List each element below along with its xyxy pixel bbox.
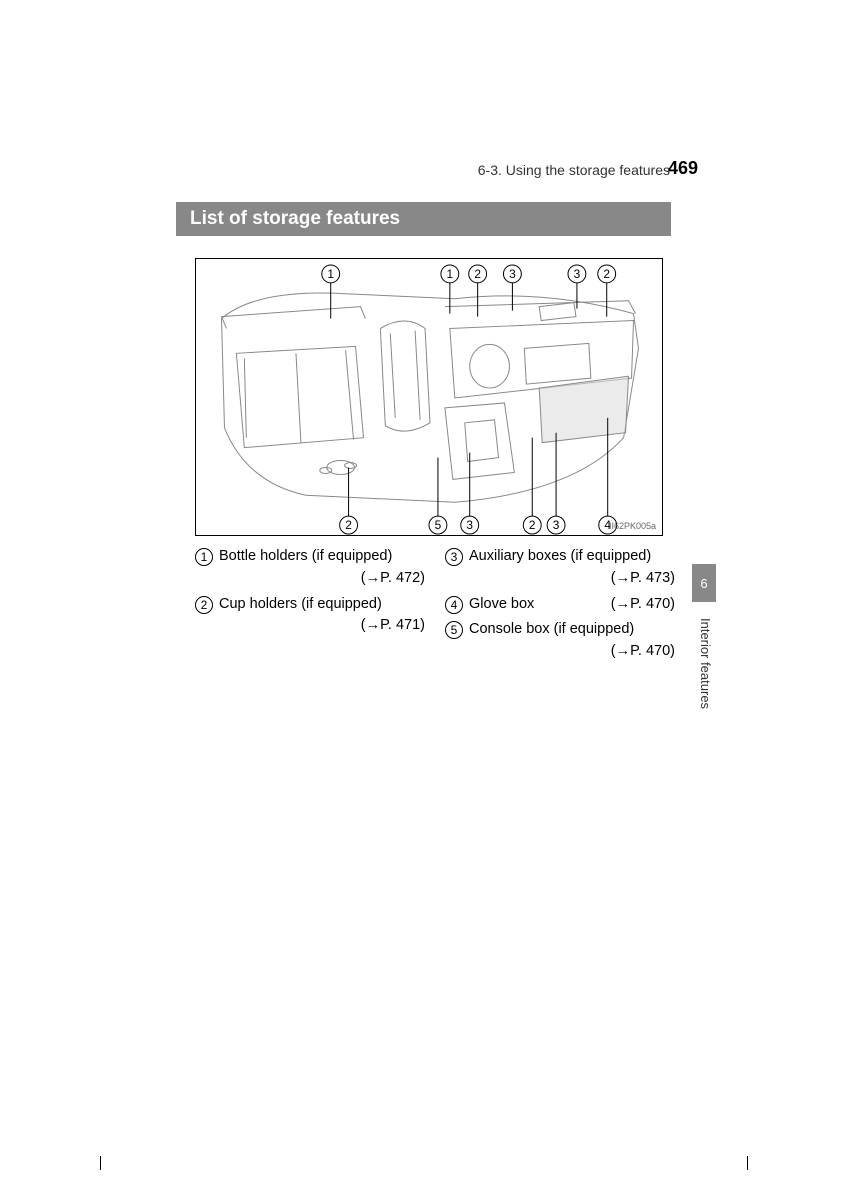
legend-item: 1 Bottle holders (if equipped)(→P. 472) [195,546,425,590]
legend-label: Auxiliary boxes (if equipped) [469,546,675,568]
svg-text:1: 1 [447,267,454,281]
legend-number-icon: 1 [195,548,213,566]
diagram-svg: 112332 253234 [196,259,662,535]
section-header: 6-3. Using the storage features [170,162,670,178]
manual-page: 6-3. Using the storage features 469 List… [0,0,848,1200]
page-number: 469 [668,158,698,179]
svg-text:3: 3 [509,267,516,281]
legend: 1Bottle holders (if equipped)(→P. 472)2C… [195,546,675,667]
page-title: List of storage features [176,202,671,236]
svg-text:3: 3 [574,267,581,281]
svg-text:2: 2 [345,518,352,532]
legend-label: Console box (if equipped) [469,619,675,641]
legend-number-icon: 3 [445,548,463,566]
svg-text:2: 2 [529,518,536,532]
svg-text:2: 2 [603,267,610,281]
svg-text:3: 3 [553,518,560,532]
crop-mark-icon [747,1156,748,1170]
legend-label: Cup holders (if equipped) [219,594,425,616]
diagram-image-id: II62PK005a [609,521,656,531]
legend-item: 5 Console box (if equipped)(→P. 470) [445,619,675,663]
legend-col-right: 3 Auxiliary boxes (if equipped)(→P. 473) 4… [445,546,675,667]
legend-page-ref: (→P. 471) [195,615,425,637]
interior-diagram: 112332 253234 II62PK005a [195,258,663,536]
legend-page-ref: (→P. 470) [445,641,675,663]
svg-text:5: 5 [435,518,442,532]
legend-page-ref: (→P. 473) [445,568,675,590]
legend-page-ref: (→P. 472) [195,568,425,590]
legend-item: 3 Auxiliary boxes (if equipped)(→P. 473) [445,546,675,590]
legend-item: 2 Cup holders (if equipped)(→P. 471) [195,594,425,638]
svg-text:1: 1 [327,267,334,281]
legend-item: 4 Glove box (→P. 470) [445,594,675,616]
chapter-tab: 6 [692,564,716,602]
legend-label: Glove box [469,594,603,616]
svg-text:3: 3 [466,518,473,532]
legend-number-icon: 5 [445,621,463,639]
legend-page-ref: (→P. 470) [611,594,675,616]
crop-mark-icon [100,1156,101,1170]
legend-col-left: 1 Bottle holders (if equipped)(→P. 472) 2C… [195,546,425,667]
legend-number-icon: 2 [195,596,213,614]
svg-text:2: 2 [474,267,481,281]
chapter-side-label: Interior features [698,618,713,709]
legend-number-icon: 4 [445,596,463,614]
legend-label: Bottle holders (if equipped) [219,546,425,568]
